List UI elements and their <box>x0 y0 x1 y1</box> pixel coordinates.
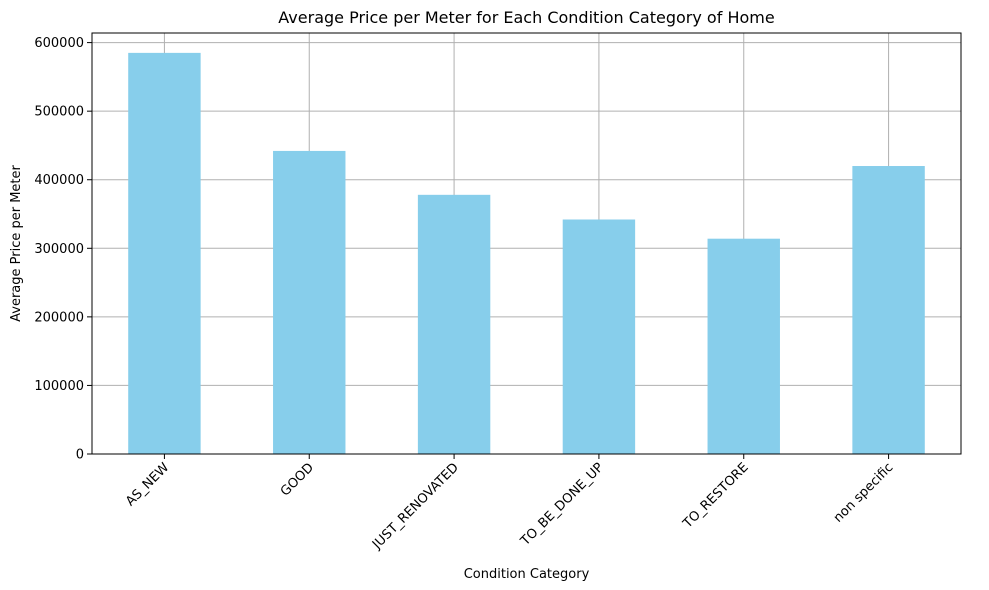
x-tick-label: TO_BE_DONE_UP <box>517 460 606 549</box>
y-tick-label: 400000 <box>34 173 84 188</box>
y-tick-label: 600000 <box>34 36 84 51</box>
y-axis-ticks: 0 100000 200000 300000 400000 500000 600000 <box>34 36 92 463</box>
y-gridlines <box>92 42 961 455</box>
x-tick-label: TO_RESTORE <box>680 460 752 532</box>
bar-to-restore <box>707 238 780 454</box>
chart-title: Average Price per Meter for Each Conditi… <box>278 8 774 27</box>
bar-to-be-done-up <box>562 219 636 454</box>
y-tick-label: 0 <box>76 448 84 463</box>
y-tick-label: 100000 <box>34 379 84 394</box>
y-tick-label: 500000 <box>34 105 84 120</box>
y-axis-label: Average Price per Meter <box>9 164 24 321</box>
bar-just-renovated <box>417 194 491 454</box>
bar-good <box>273 150 346 454</box>
x-tick-label: GOOD <box>278 460 317 499</box>
x-axis-label: Condition Category <box>464 567 590 582</box>
x-axis-ticks: AS_NEW GOOD JUST_RENOVATED TO_BE_DONE_UP TO_… <box>123 454 896 553</box>
bar-as-new <box>128 52 201 454</box>
bar-non-specific <box>852 166 925 454</box>
x-tick-label: AS_NEW <box>123 460 172 509</box>
x-tick-label: non specific <box>831 460 897 526</box>
x-tick-label: JUST_RENOVATED <box>369 460 462 553</box>
y-tick-label: 200000 <box>34 310 84 325</box>
y-tick-label: 300000 <box>34 242 84 257</box>
plot-frame <box>91 32 962 455</box>
bars <box>128 52 925 454</box>
